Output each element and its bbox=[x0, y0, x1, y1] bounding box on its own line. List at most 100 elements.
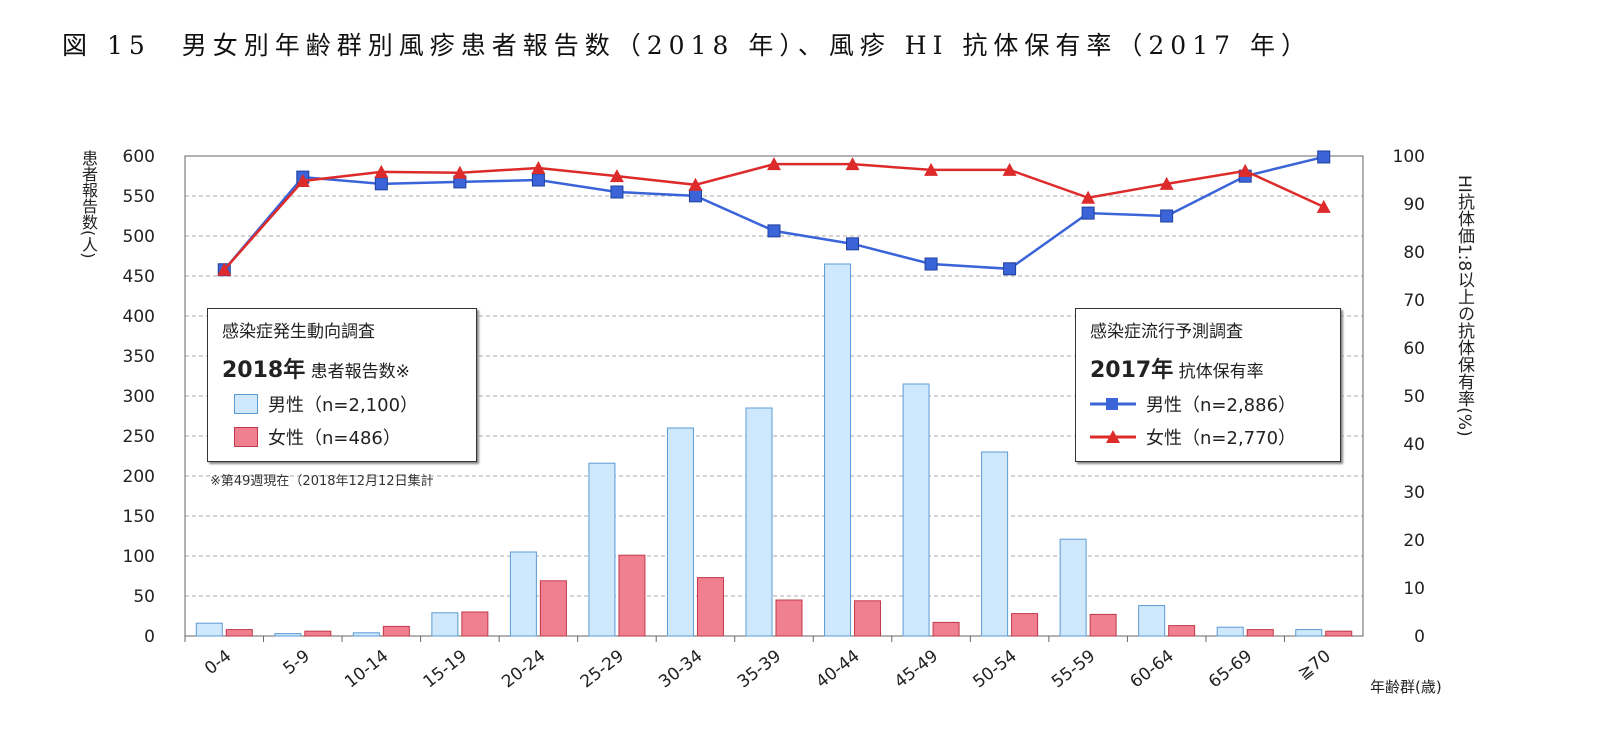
left-tick-label: 200 bbox=[123, 467, 155, 487]
bar-legend: 感染症発生動向調査 2018年 患者報告数※ 男性（n=2,100） 女性（n=… bbox=[207, 308, 477, 462]
x-axis-label: 年齢群(歳) bbox=[1370, 678, 1442, 696]
line-legend-survey: 感染症流行予測調査 bbox=[1090, 322, 1243, 342]
male-bar-legend: 男性（n=2,100） bbox=[268, 395, 419, 416]
male-point bbox=[924, 257, 938, 271]
x-tick-label: 25-29 bbox=[577, 646, 628, 692]
male-line-swatch-icon bbox=[1090, 398, 1136, 410]
right-tick-label: 10 bbox=[1403, 579, 1425, 599]
x-tick-label: 5-9 bbox=[280, 646, 314, 679]
x-tick-label: 15-19 bbox=[420, 646, 471, 692]
right-tick-label: 70 bbox=[1403, 291, 1425, 311]
right-tick-label: 90 bbox=[1403, 195, 1425, 215]
male-line bbox=[223, 155, 1325, 271]
right-tick-label: 0 bbox=[1414, 627, 1425, 647]
left-tick-label: 100 bbox=[123, 547, 155, 567]
male-bar bbox=[666, 427, 694, 637]
male-point bbox=[1160, 209, 1174, 223]
right-tick-label: 100 bbox=[1393, 147, 1425, 167]
female-point bbox=[767, 157, 781, 171]
left-tick-label: 0 bbox=[144, 627, 155, 647]
male-point bbox=[1003, 262, 1017, 276]
female-point bbox=[1159, 176, 1174, 190]
female-bar bbox=[539, 580, 567, 637]
female-point bbox=[1002, 162, 1017, 176]
male-bar bbox=[195, 622, 223, 637]
right-tick-label: 50 bbox=[1403, 387, 1425, 407]
male-bar bbox=[509, 551, 537, 637]
left-tick-label: 500 bbox=[123, 227, 155, 247]
right-tick-label: 40 bbox=[1403, 435, 1425, 455]
female-point bbox=[924, 162, 939, 176]
footnote: ※第49週現在（2018年12月12日集計 bbox=[210, 474, 434, 489]
female-bar-swatch bbox=[234, 427, 258, 447]
x-tick-label: 30-34 bbox=[655, 646, 706, 692]
x-tick-label: 60-64 bbox=[1126, 646, 1177, 692]
male-point bbox=[846, 237, 860, 251]
left-tick-label: 150 bbox=[123, 507, 155, 527]
left-tick-label: 550 bbox=[123, 187, 155, 207]
chart-title: 図 15 男女別年齢群別風疹患者報告数（2018 年）、風疹 HI 抗体保有率（… bbox=[62, 31, 1312, 60]
right-tick-label: 20 bbox=[1403, 531, 1425, 551]
female-line-legend: 女性（n=2,770） bbox=[1146, 428, 1297, 449]
right-axis-label: HI抗体価1:8以上の抗体保有率(%) bbox=[1454, 175, 1474, 437]
x-tick-label: 45-49 bbox=[891, 646, 942, 692]
left-axis-label: 患者報告数(人) bbox=[79, 150, 98, 259]
female-point bbox=[374, 164, 389, 178]
bar-legend-year: 2018年 bbox=[222, 358, 306, 383]
left-tick-label: 350 bbox=[123, 347, 155, 367]
female-bar bbox=[932, 621, 960, 637]
x-tick-label: 40-44 bbox=[812, 646, 863, 692]
male-point bbox=[1317, 150, 1331, 164]
left-tick-label: 400 bbox=[123, 307, 155, 327]
male-bar bbox=[1295, 629, 1323, 637]
male-bar bbox=[824, 263, 852, 637]
female-line-swatch-icon bbox=[1090, 430, 1136, 443]
right-tick-label: 60 bbox=[1403, 339, 1425, 359]
x-tick-label: 50-54 bbox=[969, 646, 1020, 692]
male-bar bbox=[1138, 605, 1166, 637]
male-bar bbox=[431, 612, 459, 637]
female-bar bbox=[775, 599, 803, 637]
female-point bbox=[217, 262, 232, 276]
bar-legend-survey: 感染症発生動向調査 bbox=[222, 322, 375, 342]
female-bar bbox=[461, 611, 489, 637]
right-tick-label: 80 bbox=[1403, 243, 1425, 263]
male-point bbox=[374, 177, 388, 191]
line-legend: 感染症流行予測調査 2017年 抗体保有率 男性（n=2,886） 女性（n=2… bbox=[1075, 308, 1341, 462]
x-tick-label: 65-69 bbox=[1205, 646, 1256, 692]
x-tick-label: 35-39 bbox=[734, 646, 785, 692]
male-point bbox=[1081, 206, 1095, 220]
line-legend-metric: 抗体保有率 bbox=[1178, 362, 1264, 382]
female-bar bbox=[304, 630, 332, 637]
male-bar bbox=[981, 451, 1009, 637]
left-tick-label: 600 bbox=[123, 147, 155, 167]
left-tick-label: 50 bbox=[133, 587, 155, 607]
left-tick-label: 450 bbox=[123, 267, 155, 287]
female-point bbox=[1238, 163, 1253, 177]
female-bar bbox=[618, 554, 646, 637]
x-tick-label: 0-4 bbox=[201, 646, 235, 679]
bar-legend-metric: 患者報告数※ bbox=[310, 362, 410, 382]
x-tick-label: 10-14 bbox=[341, 646, 392, 692]
male-line-legend: 男性（n=2,886） bbox=[1146, 395, 1297, 416]
female-bar bbox=[1089, 613, 1117, 637]
male-bar bbox=[1059, 538, 1087, 637]
male-bar bbox=[274, 633, 302, 637]
female-point bbox=[1316, 199, 1331, 213]
female-point bbox=[295, 173, 310, 187]
female-point bbox=[688, 177, 703, 191]
male-bar bbox=[1216, 626, 1244, 637]
x-tick-label: 20-24 bbox=[498, 646, 549, 692]
male-bar-swatch bbox=[234, 394, 258, 414]
female-bar bbox=[225, 629, 253, 637]
female-point bbox=[1081, 190, 1096, 204]
female-bar bbox=[382, 625, 410, 637]
female-point bbox=[609, 169, 624, 183]
line-legend-year: 2017年 bbox=[1090, 358, 1174, 383]
female-bar bbox=[696, 577, 724, 637]
male-bar bbox=[588, 462, 616, 637]
male-point bbox=[610, 185, 624, 199]
male-point bbox=[688, 189, 702, 203]
male-bar bbox=[902, 383, 930, 637]
female-bar bbox=[1246, 629, 1274, 637]
